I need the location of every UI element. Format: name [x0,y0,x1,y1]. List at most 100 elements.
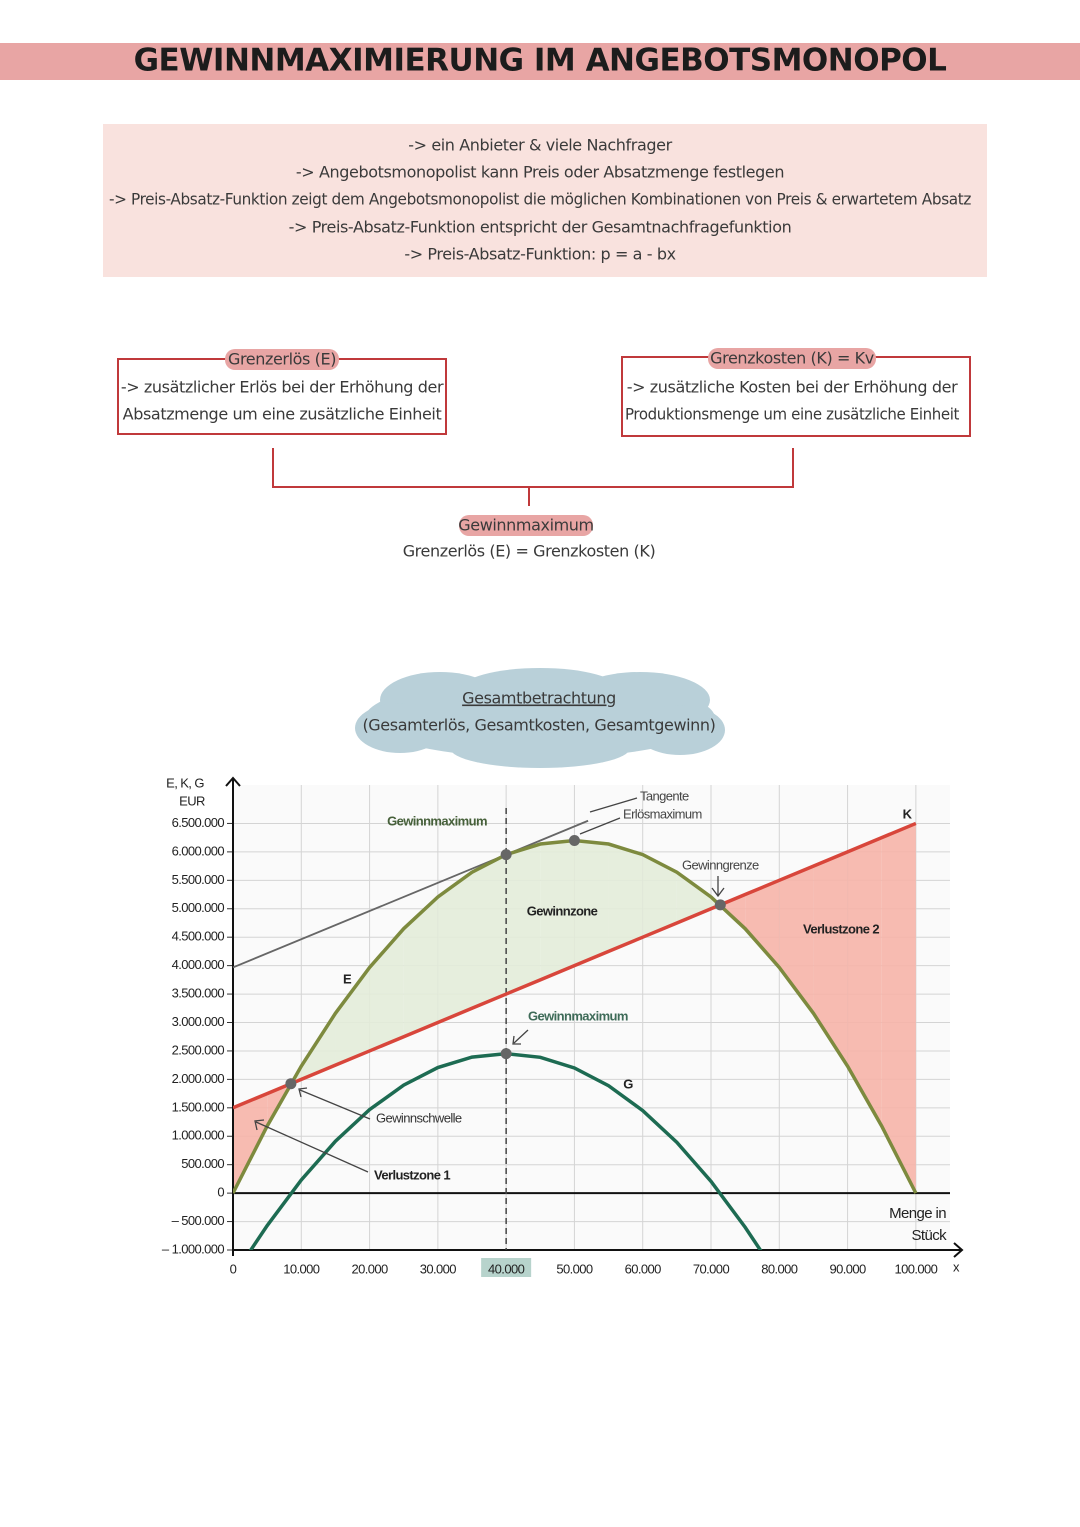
leader-line [711,876,725,898]
annotation: Gewinnmaximum [528,1008,628,1023]
annotation: Gewinngrenze [682,857,759,872]
marker [500,849,512,861]
connector [272,448,794,506]
annotation: Verlustzone 1 [374,1167,450,1182]
tick-highlight [481,1258,532,1277]
profit-zone [437,872,472,1023]
loss-zone [745,880,780,968]
x-axis-symbol: x [953,1259,960,1274]
y-tick-label: 1.500.000 [172,1099,225,1114]
loss-zone [813,851,848,1067]
intro-line: -> Angebotsmonopolist kann Preis oder Ab… [296,163,784,182]
annotation: Gewinnmaximum [387,813,487,828]
x-tick-label: 10.000 [283,1261,320,1276]
concept-box [117,358,447,435]
profit-zone [540,840,575,980]
y-tick-label: 6.500.000 [172,815,225,830]
marker [568,835,580,846]
profit-zone [472,854,507,1009]
curve-label: E [343,971,352,986]
leader-line [298,1087,371,1120]
loss-zone [881,823,916,1194]
y-axis-label: E, K, G [166,775,204,790]
profit-zone [506,844,541,995]
box-text: -> zusätzliche Kosten bei der Erhöhung d… [627,378,958,397]
loss-zone [233,1093,268,1194]
page-title: GEWINNMAXIMIERUNG IM ANGEBOTSMONOPOL [134,43,947,79]
x-tick-label: 20.000 [351,1261,388,1276]
annotation: Erlösmaximum [623,806,702,821]
x-tick-label: 80.000 [761,1261,798,1276]
profit-zone [335,967,370,1066]
box-text: Produktionsmenge um eine zusätzliche Ein… [625,405,959,424]
y-tick-label: 1.000.000 [172,1128,225,1143]
box-text: Absatzmenge um eine zusätzliche Einheit [123,405,442,424]
profit-zone [676,872,711,923]
x-tick-label: 30.000 [420,1261,457,1276]
annotation: Tangente [640,788,689,803]
box-label: Grenzerlös (E) [228,350,336,369]
x-tick-label: 90.000 [829,1261,866,1276]
intro-line: -> Preis-Absatz-Funktion: p = a - bx [404,245,675,264]
y-tick-label: 5.500.000 [172,872,225,887]
y-tick-label: 4.500.000 [172,929,225,944]
y-tick-label: 2.500.000 [172,1042,225,1057]
profit-zone [574,840,609,966]
cloud-title: Gesamtbetrachtung [462,689,616,708]
marker [285,1078,297,1090]
x-tick-label: 70.000 [693,1261,730,1276]
tangent-line [232,819,589,969]
intro-line: -> ein Anbieter & viele Nachfrager [408,136,672,155]
intro-line: -> Preis-Absatz-Funktion entspricht der … [289,218,792,237]
box-label: Grenzkosten (K) = Kv [710,349,874,368]
x-axis-label: Stück [911,1227,947,1244]
annotation: Gewinnschwelle [376,1110,462,1125]
annotation: Verlustzone 2 [803,921,879,936]
x-tick-label: 100.000 [894,1261,937,1276]
profit-zone [642,854,677,938]
box-text: -> zusätzlicher Erlös bei der Erhöhung d… [121,378,444,397]
y-tick-label: 3.500.000 [172,986,225,1001]
curve [233,821,917,1110]
y-tick-label: 0 [217,1185,224,1200]
concept-box [621,356,971,437]
x-axis-label: Menge in [889,1205,946,1222]
result-text: Grenzerlös (E) = Grenzkosten (K) [403,542,656,561]
y-tick-label: 6.000.000 [172,843,225,858]
box-label-pill [708,348,876,369]
marker [714,899,726,911]
leader-line [579,817,621,835]
x-tick-label: 60.000 [625,1261,662,1276]
leader-line [512,1029,529,1045]
annotation: Gewinnzone [527,903,598,918]
marker [500,1048,512,1060]
profit-zone [403,896,438,1037]
y-tick-label: 3.000.000 [172,1014,225,1029]
x-axis [233,1242,964,1258]
loss-zone [847,837,882,1127]
y-tick-label: 5.000.000 [172,900,225,915]
title-bar [0,43,1080,80]
x-tick-label: 0 [230,1261,237,1276]
leader-line [589,797,638,813]
y-tick-label: – 1.000.000 [162,1241,224,1256]
result-pill [459,515,593,536]
y-axis [225,776,241,1256]
result-label: Gewinnmaximum [458,516,593,535]
y-tick-label: 500.000 [181,1156,224,1171]
box-label-pill [225,349,339,370]
y-tick-label: – 500.000 [172,1213,225,1228]
chart: 0 10.000 20.000 30.000 40.000 50.000 60.000 70.… [162,775,964,1277]
y-tick-label: 4.000.000 [172,957,225,972]
curve-label: G [623,1076,633,1091]
curve-label: K [903,806,913,821]
leader-line [254,1119,369,1173]
y-axis-label: EUR [179,793,205,808]
intro-line: -> Preis-Absatz-Funktion zeigt dem Angeb… [109,190,971,209]
cloud [355,668,725,768]
cloud-subtitle: (Gesamterlös, Gesamtkosten, Gesamtgewinn… [362,716,715,735]
y-tick-label: 2.000.000 [172,1071,225,1086]
profit-zone [301,1013,336,1080]
